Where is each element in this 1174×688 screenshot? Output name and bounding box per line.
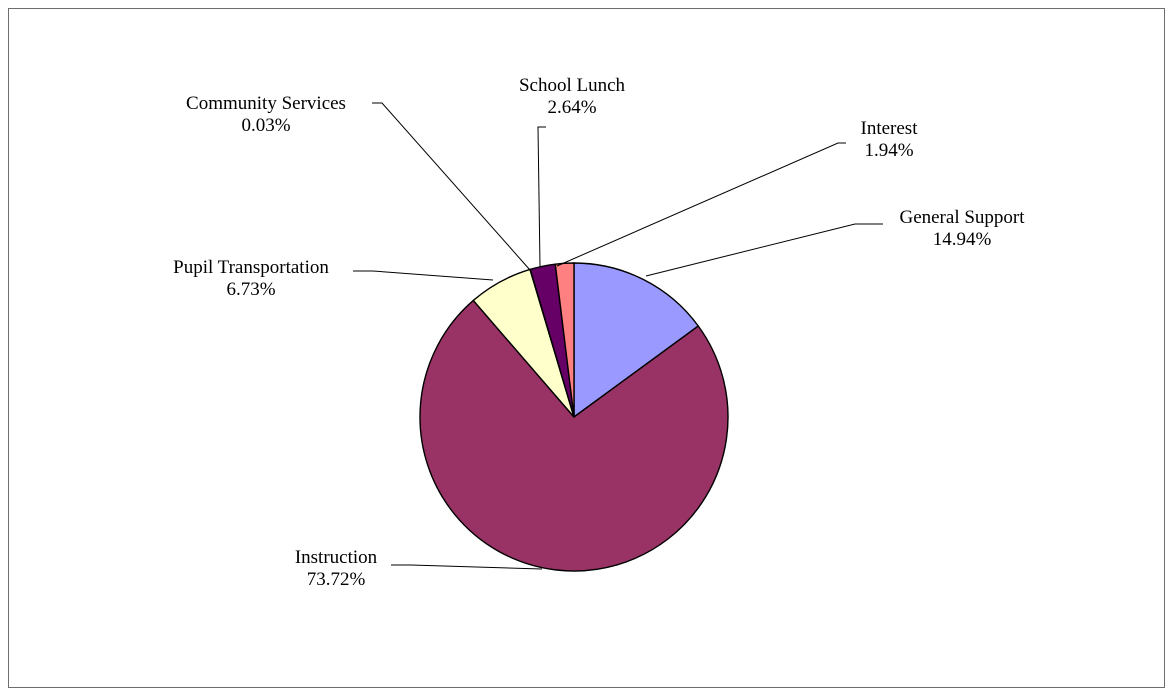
slice-category-label: General Support	[899, 207, 1025, 228]
slice-category-label: Community Services	[186, 93, 346, 114]
leader-line-community-services	[372, 102, 531, 271]
leader-line-school-lunch	[537, 126, 546, 268]
leader-line-interest	[556, 142, 846, 267]
pie-slice-interest	[554, 262, 575, 418]
pie-slices	[419, 262, 729, 572]
slice-percent-label: 2.64%	[547, 97, 596, 118]
pie-chart: General Support 14.94% Instruction 73.72% Pu…	[173, 75, 1025, 590]
slice-label-interest: Interest 1.94%	[861, 118, 919, 161]
leader-line-instruction	[391, 564, 543, 570]
slice-percent-label: 14.94%	[933, 229, 992, 250]
slice-label-community-services: Community Services 0.03%	[186, 93, 346, 136]
slice-category-label: Pupil Transportation	[173, 257, 329, 278]
pie-slice-instruction	[419, 299, 729, 572]
slice-labels: General Support 14.94% Instruction 73.72% Pu…	[173, 75, 1025, 590]
slice-percent-label: 6.73%	[226, 279, 275, 300]
slice-percent-label: 1.94%	[864, 140, 913, 161]
slice-percent-label: 73.72%	[307, 569, 366, 590]
leader-line-pupil-transportation	[353, 270, 494, 281]
slice-category-label: Instruction	[295, 547, 378, 568]
slice-label-school-lunch: School Lunch 2.64%	[519, 75, 626, 118]
slice-label-pupil-transportation: Pupil Transportation 6.73%	[173, 257, 329, 300]
slice-label-general-support: General Support 14.94%	[899, 207, 1025, 250]
leader-line-general-support	[645, 223, 883, 277]
slice-category-label: Interest	[861, 118, 919, 139]
slice-percent-label: 0.03%	[241, 115, 290, 136]
leader-lines	[353, 102, 883, 570]
pie-slice-general-support	[573, 262, 700, 419]
slice-category-label: School Lunch	[519, 75, 626, 96]
slice-label-instruction: Instruction 73.72%	[295, 547, 378, 590]
